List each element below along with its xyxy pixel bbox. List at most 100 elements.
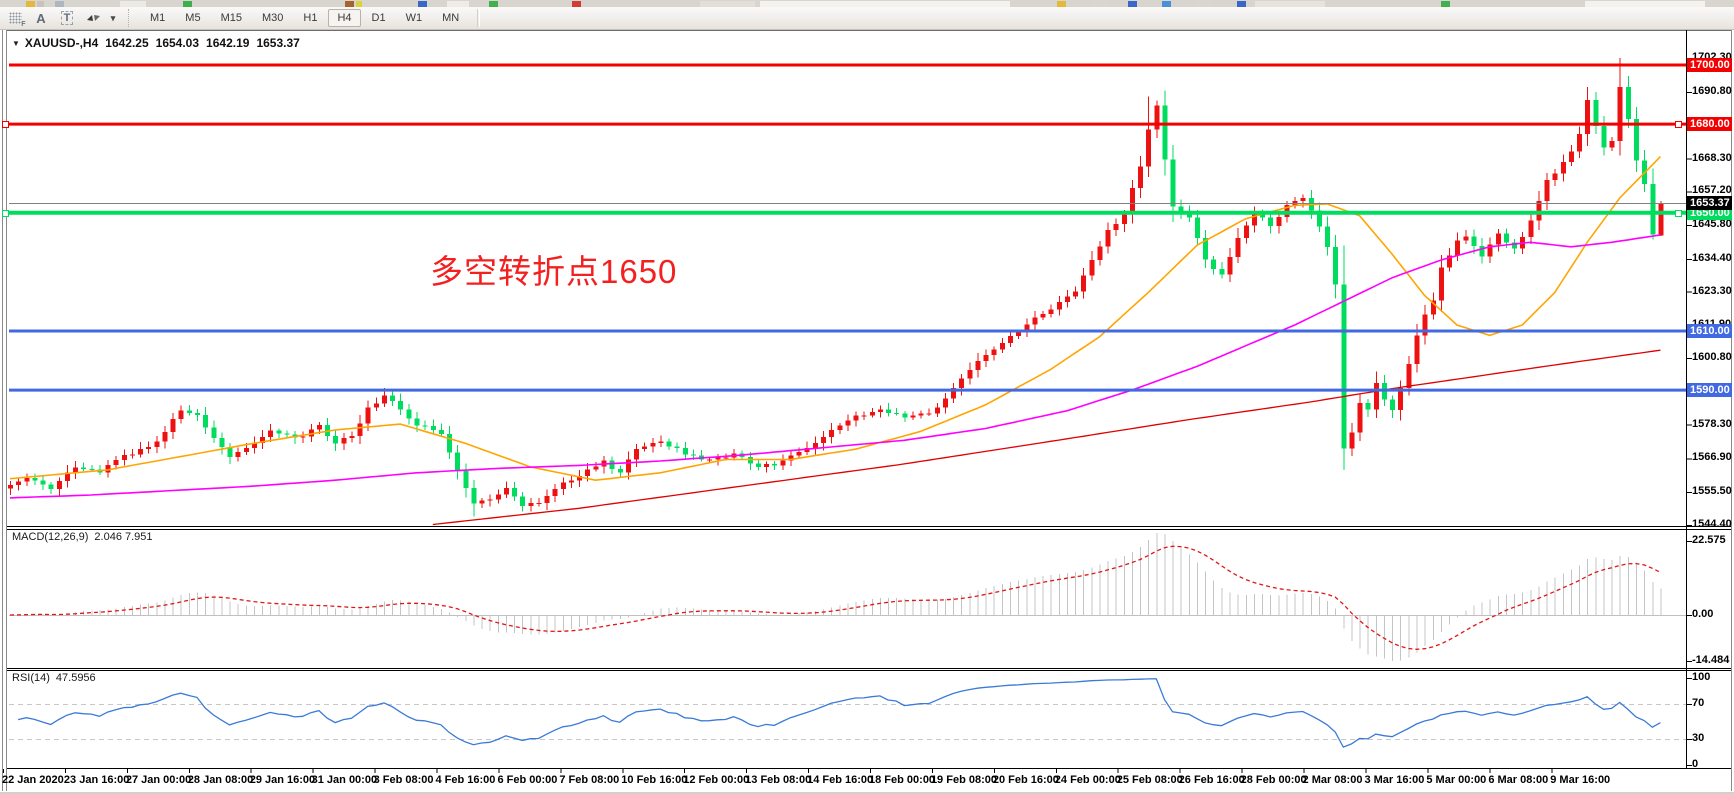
toolbar-fragment	[55, 1, 64, 7]
date-tick-label: 27 Jan 00:00	[125, 774, 192, 786]
rsi-line	[17, 678, 1661, 748]
date-tick-label: 29 Jan 16:00	[249, 774, 316, 786]
diagonal-arrows-glyph	[86, 15, 100, 21]
rsi-tick-label: 100	[1692, 671, 1711, 683]
symbol-ohlc-line: ▼ XAUUSD-,H4 1642.25 1654.03 1642.19 1653.37	[12, 36, 300, 50]
date-tick-label: 2 Mar 08:00	[1302, 774, 1363, 786]
horizontal-line-objects	[9, 63, 1686, 392]
toolbar-separator	[128, 9, 134, 27]
date-tick-label: 13 Feb 08:00	[745, 774, 812, 786]
letter-t-glyph: T	[60, 11, 74, 25]
hline-price-box-1590.00[interactable]: 1590.00	[1687, 383, 1732, 398]
hline-handle[interactable]	[2, 121, 9, 129]
timeframe-button-m15[interactable]: M15	[220, 12, 242, 24]
timeframe-button-mn[interactable]: MN	[442, 12, 460, 24]
price-tick-label: 1645.80	[1692, 218, 1732, 231]
date-tick-label: 19 Feb 08:00	[930, 774, 997, 786]
date-tick-label: 14 Feb 16:00	[807, 774, 874, 786]
toolbar-fragment	[1255, 1, 1325, 7]
hline-price-box-1680.00[interactable]: 1680.00	[1687, 117, 1732, 132]
chart-canvas[interactable]	[0, 29, 1734, 792]
ohlc-close: 1653.37	[256, 36, 300, 50]
timeframe-button-m30[interactable]: M30	[261, 12, 284, 24]
date-tick-label: 28 Feb 00:00	[1240, 774, 1307, 786]
toolbar-fragment	[1237, 1, 1246, 7]
macd-tick-label: 0.00	[1692, 608, 1714, 620]
text-label-icon[interactable]: T	[56, 9, 78, 27]
toolbar-fragment	[1196, 1, 1212, 7]
date-tick-label: 7 Feb 08:00	[559, 774, 620, 786]
toolbar-fragment	[37, 1, 44, 7]
price-tick-label: 1690.80	[1692, 85, 1732, 98]
toolbar-fragment	[1441, 1, 1450, 7]
price-tick-label: 1578.30	[1692, 417, 1732, 430]
date-tick-label: 5 Mar 00:00	[1426, 774, 1487, 786]
timeframe-button-h1[interactable]: H1	[303, 12, 318, 24]
date-tick-label: 18 Feb 00:00	[869, 774, 936, 786]
macd-tick-label: 22.575	[1692, 534, 1726, 546]
ma-slow-red	[432, 349, 1661, 526]
date-tick-label: 10 Feb 16:00	[621, 774, 688, 786]
date-tick-label: 24 Feb 00:00	[1054, 774, 1121, 786]
price-tick-label: 1668.30	[1692, 151, 1732, 164]
ma-fast-orange	[9, 156, 1661, 482]
hline-price-box-1610.00[interactable]: 1610.00	[1687, 323, 1732, 338]
arrows-dropdown-caret[interactable]: ▾	[108, 9, 118, 27]
hline-handle[interactable]	[1675, 209, 1682, 217]
date-tick-label: 12 Feb 00:00	[683, 774, 750, 786]
dotted-grid-f-icon[interactable]: F	[4, 9, 26, 28]
chart-text-annotation[interactable]: 多空转折点1650	[430, 253, 678, 290]
ma-mid-magenta	[9, 234, 1661, 499]
toolbar-fragment	[183, 1, 192, 7]
toolbar-fragment	[26, 1, 35, 7]
date-tick-label: 23 Jan 16:00	[63, 774, 130, 786]
hline-handle[interactable]	[2, 209, 9, 217]
toolbar-fragment	[1057, 1, 1066, 7]
price-tick-label: 1657.20	[1692, 184, 1732, 197]
toolbar-fragment	[700, 1, 755, 7]
price-tick-label: 1634.40	[1692, 251, 1732, 264]
ohlc-high: 1654.03	[155, 36, 200, 50]
text-annotation-icon[interactable]: A	[30, 9, 52, 27]
ohlc-open: 1642.25	[105, 36, 149, 50]
price-tick-label: 1544.40	[1692, 517, 1732, 530]
rsi-indicator-label: RSI(14) 47.5956	[12, 672, 96, 684]
symbol-dropdown-icon[interactable]: ▼	[12, 39, 20, 48]
price-tick-label: 1623.30	[1692, 284, 1732, 297]
timeframe-button-d1[interactable]: D1	[371, 12, 386, 24]
toolbar-fragment	[418, 1, 427, 7]
date-tick-label: 25 Feb 08:00	[1116, 774, 1183, 786]
timeframe-button-w1[interactable]: W1	[405, 12, 423, 24]
price-tick-label: 1600.80	[1692, 351, 1732, 364]
toolbar-fragment	[760, 1, 1010, 7]
toolbar-fragment	[1092, 1, 1108, 7]
hline-price-box-1700.00[interactable]: 1700.00	[1687, 58, 1732, 73]
ohlc-low: 1642.19	[206, 36, 250, 50]
date-tick-label: 4 Feb 16:00	[435, 774, 496, 786]
letter-a-glyph: A	[36, 10, 46, 26]
toolbar-fragment	[489, 1, 498, 7]
arrow-objects-icon[interactable]	[82, 9, 104, 27]
date-tick-label: 28 Jan 08:00	[187, 774, 254, 786]
hline-handle[interactable]	[1675, 121, 1682, 129]
timeframe-button-m5[interactable]: M5	[185, 12, 201, 24]
date-tick-label: 6 Mar 08:00	[1488, 774, 1549, 786]
toolbar-fragment	[345, 1, 354, 7]
candles	[8, 58, 1664, 517]
symbol-name: XAUUSD-,H4	[24, 36, 99, 50]
timeframe-button-m1[interactable]: M1	[150, 12, 166, 24]
timeframe-button-h4[interactable]: H4	[328, 9, 361, 27]
date-tick-label: 3 Feb 08:00	[373, 774, 434, 786]
price-tick-label: 1555.50	[1692, 485, 1732, 498]
rsi-tick-label: 30	[1692, 731, 1705, 744]
current-price-box: 1653.37	[1687, 195, 1732, 210]
toolbar-fragment	[356, 1, 362, 7]
date-tick-label: 6 Feb 00:00	[497, 774, 558, 786]
date-tick-label: 22 Jan 2020	[2, 774, 64, 786]
toolbar-fragment	[447, 1, 469, 7]
date-tick-label: 20 Feb 16:00	[992, 774, 1059, 786]
macd-tick-label: -14.484	[1692, 654, 1730, 666]
date-tick-label: 3 Mar 16:00	[1364, 774, 1425, 786]
date-tick-label: 26 Feb 16:00	[1178, 774, 1245, 786]
